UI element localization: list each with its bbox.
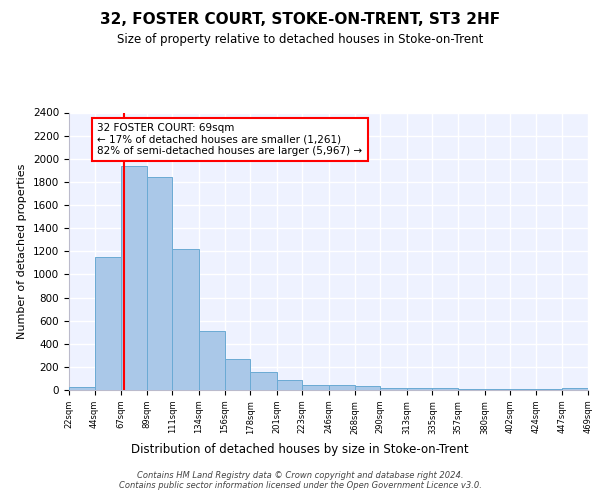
Bar <box>224 360 250 390</box>
Text: Contains HM Land Registry data © Crown copyright and database right 2024.
Contai: Contains HM Land Registry data © Crown c… <box>119 470 481 490</box>
Bar <box>510 389 536 390</box>
Bar <box>250 372 277 390</box>
Bar <box>69 386 95 390</box>
Bar <box>355 386 380 390</box>
Text: 32, FOSTER COURT, STOKE-ON-TRENT, ST3 2HF: 32, FOSTER COURT, STOKE-ON-TRENT, ST3 2H… <box>100 12 500 28</box>
Text: Size of property relative to detached houses in Stoke-on-Trent: Size of property relative to detached ho… <box>117 32 483 46</box>
Bar <box>380 388 407 390</box>
Bar <box>407 388 433 390</box>
Bar <box>433 388 458 390</box>
Bar <box>199 331 224 390</box>
Bar <box>277 380 302 390</box>
Bar <box>172 249 199 390</box>
Bar <box>121 166 147 390</box>
Bar <box>329 386 355 390</box>
Bar <box>458 389 485 390</box>
Bar <box>147 178 172 390</box>
Text: Distribution of detached houses by size in Stoke-on-Trent: Distribution of detached houses by size … <box>131 442 469 456</box>
Text: 32 FOSTER COURT: 69sqm
← 17% of detached houses are smaller (1,261)
82% of semi-: 32 FOSTER COURT: 69sqm ← 17% of detached… <box>97 123 362 156</box>
Bar <box>562 388 588 390</box>
Y-axis label: Number of detached properties: Number of detached properties <box>17 164 28 339</box>
Bar <box>95 257 121 390</box>
Bar <box>302 385 329 390</box>
